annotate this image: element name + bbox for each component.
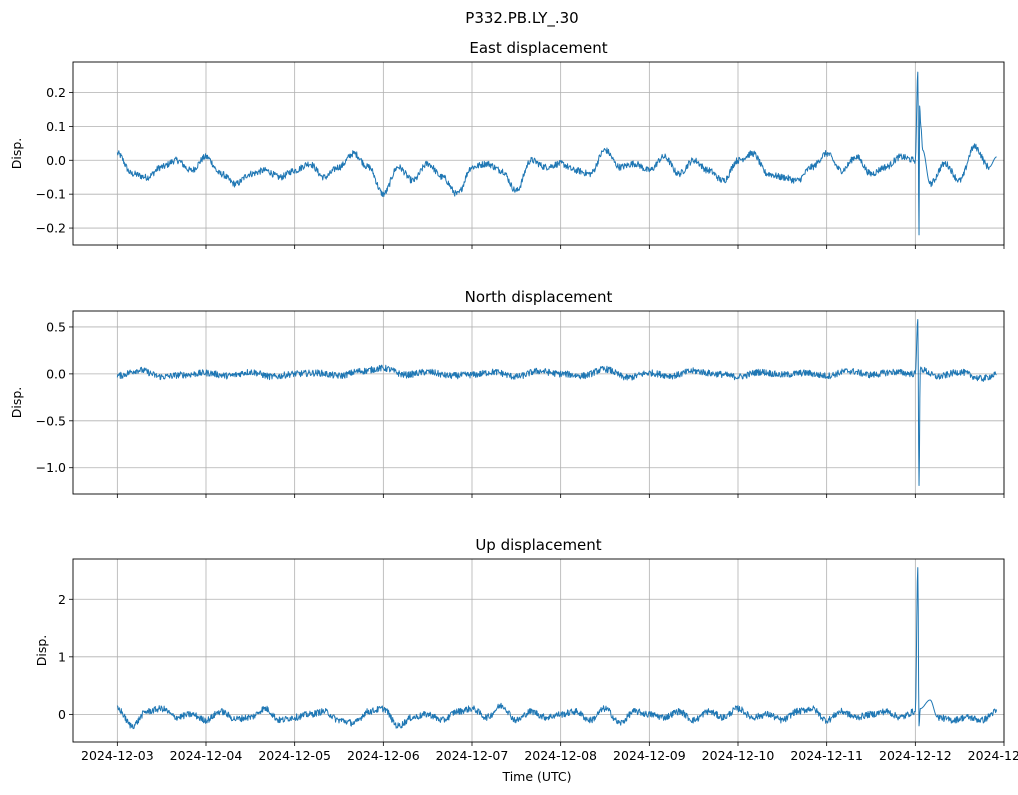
y-tick-label: 0.1 xyxy=(46,119,66,134)
panel-1: −0.2 −0.1 0.0 0.1 0.2 East displacement Disp. xyxy=(9,39,1005,249)
x-tick-label: 2024-12-03 xyxy=(81,748,154,763)
y-tick-label: 0.2 xyxy=(46,85,66,100)
x-tick-label: 2024-12-13 xyxy=(968,748,1018,763)
figure-title: P332.PB.LY_.30 xyxy=(465,9,578,28)
y-axis-label: Disp. xyxy=(34,635,49,667)
y-tick-label: −0.5 xyxy=(36,413,66,428)
y-tick-label: 0.5 xyxy=(46,319,66,334)
x-tick-label: 2024-12-12 xyxy=(879,748,952,763)
x-tick-label: 2024-12-08 xyxy=(524,748,597,763)
y-tick-label: 2 xyxy=(58,592,66,607)
y-tick-label: 0 xyxy=(58,707,66,722)
x-tick-label: 2024-12-10 xyxy=(702,748,775,763)
y-tick-label: 1 xyxy=(58,649,66,664)
x-tick-label: 2024-12-06 xyxy=(347,748,420,763)
y-tick-label: −0.2 xyxy=(36,221,66,236)
x-axis-label: Time (UTC) xyxy=(501,769,571,784)
panel-title: North displacement xyxy=(465,288,613,306)
y-tick-label: 0.0 xyxy=(46,153,66,168)
series-line xyxy=(116,71,997,236)
x-tick-label: 2024-12-04 xyxy=(170,748,243,763)
y-tick-label: −0.1 xyxy=(36,187,66,202)
panel-2: −1.0 −0.5 0.0 0.5 North displacement Disp. xyxy=(9,288,1005,498)
axes-frame xyxy=(72,310,1005,495)
x-tick-label: 2024-12-07 xyxy=(436,748,509,763)
y-axis-label: Disp. xyxy=(9,138,24,170)
y-tick-label: −1.0 xyxy=(36,460,66,475)
panel-3: 2024-12-03 2024-12-04 2024-12-05 2024-12-06… xyxy=(34,536,1018,763)
panel-title: East displacement xyxy=(469,39,607,57)
panel-title: Up displacement xyxy=(475,536,601,554)
series-line xyxy=(116,567,998,730)
x-tick-label: 2024-12-09 xyxy=(613,748,686,763)
series-line xyxy=(116,318,997,487)
x-tick-label: 2024-12-05 xyxy=(258,748,331,763)
y-axis-label: Disp. xyxy=(9,387,24,419)
y-tick-label: 0.0 xyxy=(46,366,66,381)
axes-frame xyxy=(72,558,1005,743)
axes-frame xyxy=(72,61,1005,246)
x-tick-label: 2024-12-11 xyxy=(790,748,863,763)
